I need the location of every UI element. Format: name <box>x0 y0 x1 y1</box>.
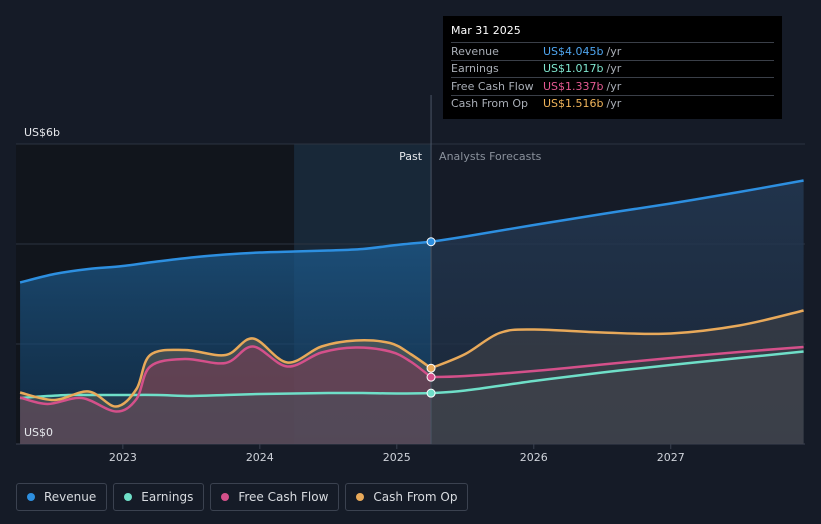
cash-from-op-line-past <box>19 337 432 408</box>
tooltip-row-value: US$1.337b <box>543 79 604 93</box>
legend-label: Cash From Op <box>373 490 458 504</box>
earnings-area-past <box>20 392 431 444</box>
earnings-area-forecast <box>431 351 804 444</box>
forecast-label: Analysts Forecasts <box>439 150 542 163</box>
tooltip-row-label: Free Cash Flow <box>451 79 534 93</box>
legend-dot-icon <box>27 493 35 501</box>
legend-item-cash-from-op[interactable]: Cash From Op <box>345 483 469 511</box>
x-tick-label: 2025 <box>383 451 411 464</box>
cash-from-op-current-point <box>426 363 436 373</box>
revenue-line-forecast <box>430 179 804 244</box>
tooltip-row-label: Cash From Op <box>451 97 529 111</box>
tooltip-row: Free Cash Flow US$1.337b/yr <box>451 77 774 95</box>
tooltip-row-label: Earnings <box>451 62 499 76</box>
tooltip-row-unit: /yr <box>606 44 622 58</box>
legend-label: Earnings <box>141 490 194 504</box>
past-label: Past <box>399 150 423 163</box>
x-tick-label: 2023 <box>109 451 137 464</box>
legend-item-earnings[interactable]: Earnings <box>113 483 205 511</box>
legend-label: Revenue <box>44 490 97 504</box>
free-cash-flow-line-forecast <box>430 345 804 379</box>
earnings-current-point <box>426 388 436 398</box>
tooltip-row-value: US$4.045b <box>543 44 604 58</box>
earnings-line-forecast <box>430 350 804 395</box>
legend-dot-icon <box>124 493 133 501</box>
x-tick-label: 2027 <box>657 451 685 464</box>
x-tick-label: 2026 <box>520 451 548 464</box>
tooltip-date: Mar 31 2025 <box>451 24 521 37</box>
tooltip-row-unit: /yr <box>606 79 622 93</box>
legend-dot-icon <box>221 493 230 501</box>
legend-dot-icon <box>356 493 365 501</box>
tooltip-row: Cash From Op US$1.516b/yr <box>451 94 774 113</box>
tooltip-row: Earnings US$1.017b/yr <box>451 59 774 78</box>
tooltip-row-unit: /yr <box>606 97 622 111</box>
tooltip-row-value: US$1.017b <box>543 62 604 76</box>
free-cash-flow-current-point <box>426 372 436 382</box>
tooltip-row-value: US$1.516b <box>543 97 604 111</box>
free-cash-flow-line-past <box>19 345 432 413</box>
tooltip: Mar 31 2025 Revenue US$4.045b/yr Earnings U… <box>443 16 782 119</box>
legend-label: Free Cash Flow <box>238 490 329 504</box>
tooltip-rows: Revenue US$4.045b/yr Earnings US$1.017b/yr F… <box>451 42 774 112</box>
revenue-current-point <box>426 237 436 247</box>
legend-item-free-cash-flow[interactable]: Free Cash Flow <box>210 483 340 511</box>
tooltip-row: Revenue US$4.045b/yr <box>451 42 774 60</box>
revenue-line-past <box>19 240 432 284</box>
tooltip-row-unit: /yr <box>606 62 622 76</box>
y-axis-bottom-label: US$0 <box>24 426 53 439</box>
x-tick-label: 2024 <box>246 451 274 464</box>
y-axis-top-label: US$6b <box>24 126 60 139</box>
legend: Revenue Earnings Free Cash Flow Cash From O… <box>16 483 469 511</box>
legend-item-revenue[interactable]: Revenue <box>16 483 108 511</box>
cash-from-op-line-forecast <box>430 309 804 370</box>
free-cash-flow-area-forecast <box>431 347 804 444</box>
tooltip-row-label: Revenue <box>451 44 499 58</box>
